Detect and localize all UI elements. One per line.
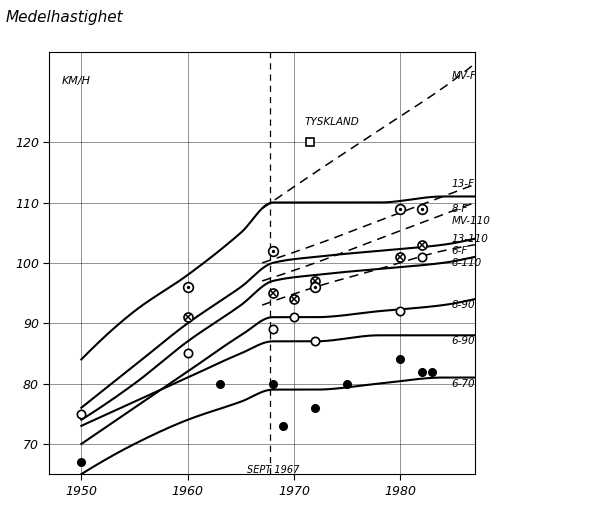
Text: SEPT 1967: SEPT 1967 [247,465,299,475]
Text: 8-F: 8-F [451,203,468,213]
Text: MV-110: MV-110 [451,215,490,225]
Text: 13-F: 13-F [451,179,474,189]
Text: 6-70: 6-70 [451,379,475,389]
Text: MV-F: MV-F [451,71,476,81]
Text: 6-F: 6-F [451,246,468,256]
Text: Medelhastighet: Medelhastighet [6,10,124,26]
Text: 6-90: 6-90 [451,336,475,346]
Text: TYSKLAND: TYSKLAND [305,117,359,127]
Text: 8-110: 8-110 [451,258,482,268]
Text: 8-90: 8-90 [451,300,475,310]
Text: KM/H: KM/H [62,76,91,86]
Text: 13-110: 13-110 [451,234,488,244]
